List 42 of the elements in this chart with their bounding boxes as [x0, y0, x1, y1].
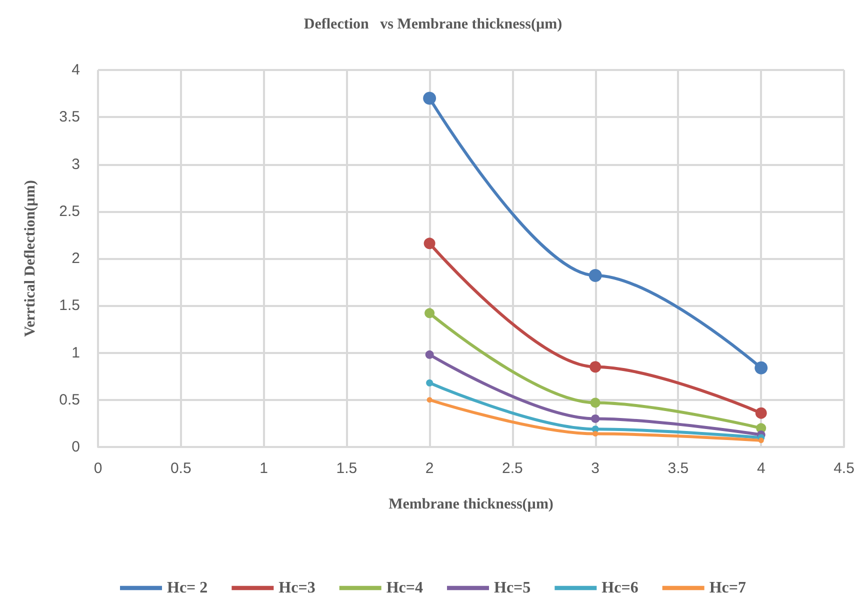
chart-title: Deflection vs Membrane thickness(µm): [304, 16, 562, 32]
x-tick-label: 3.5: [668, 460, 689, 477]
y-tick-label: 1.5: [59, 297, 80, 314]
y-tick-label: 4: [72, 62, 80, 78]
x-axis-title: Membrane thickness(µm): [388, 496, 554, 512]
x-tick-label: 2: [425, 460, 434, 477]
point: [424, 308, 435, 318]
y-tick-label: 1: [72, 344, 80, 362]
point: [758, 438, 764, 444]
y-axis-title: Verrtical Deflection(µm): [22, 180, 38, 337]
y-tick-label: 3: [72, 156, 80, 173]
x-tick-label: 1: [260, 460, 268, 477]
y-tick-label: 0: [72, 438, 80, 456]
point: [423, 92, 436, 105]
x-tick-label: 0.5: [170, 460, 192, 477]
point: [592, 431, 598, 437]
legend-label: Hc=5: [494, 580, 531, 596]
x-tick-label: 2.5: [502, 460, 523, 477]
point: [590, 398, 600, 408]
point: [424, 238, 436, 250]
legend-label: Hc=3: [278, 580, 316, 596]
y-tick-label: 0.5: [59, 391, 80, 408]
legend-label: Hc=6: [602, 580, 638, 596]
x-tick-label: 0: [94, 460, 102, 477]
point: [426, 397, 432, 403]
x-tick-label: 3: [591, 460, 600, 477]
point: [588, 268, 602, 282]
legend-label: Hc= 2: [167, 580, 208, 596]
point: [590, 361, 602, 373]
y-tick-label: 3.5: [59, 108, 80, 126]
legend-label: Hc=7: [709, 580, 746, 596]
point: [425, 350, 434, 359]
x-tick-label: 4.5: [834, 460, 854, 477]
point: [426, 379, 434, 386]
y-tick-label: 2: [72, 250, 80, 267]
point: [754, 361, 768, 374]
x-tick-label: 1.5: [336, 460, 358, 477]
point: [591, 414, 600, 423]
x-tick-label: 4: [756, 460, 766, 477]
point: [755, 407, 767, 419]
legend-label: Hc=4: [386, 580, 424, 596]
y-tick-label: 2.5: [59, 202, 80, 220]
